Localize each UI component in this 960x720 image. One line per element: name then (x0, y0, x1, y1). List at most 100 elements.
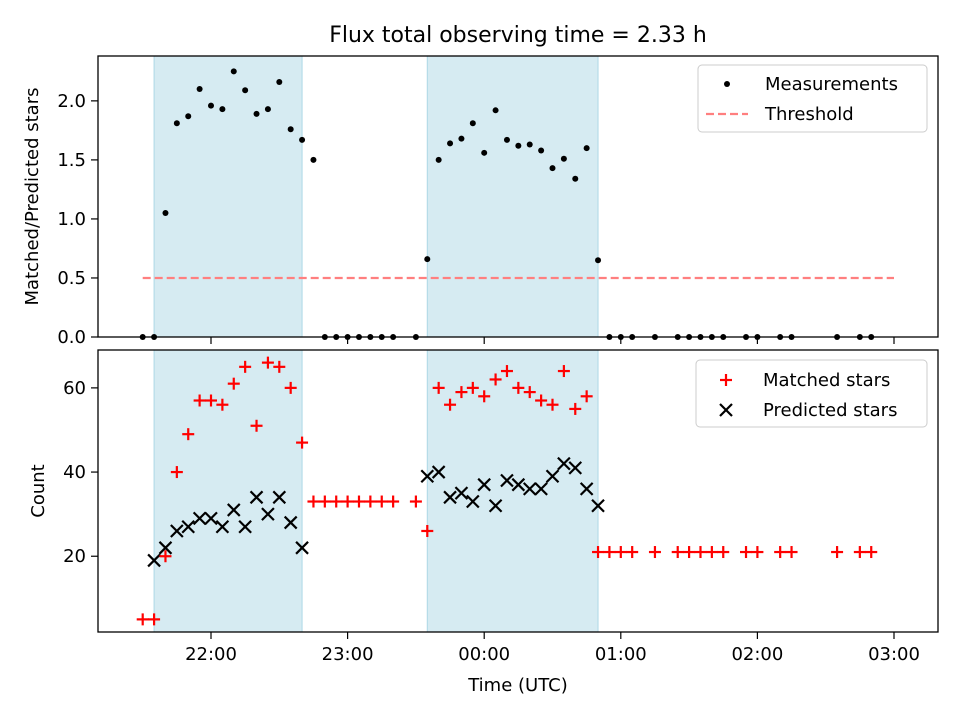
measurement-point (264, 106, 271, 113)
predicted-star-point (511, 477, 526, 492)
x-tick-label: 22:00 (185, 644, 237, 665)
matched-star-point (193, 394, 206, 407)
matched-star-point (409, 495, 422, 508)
count-legend: Matched stars Predicted stars (695, 359, 928, 428)
matched-star-point (261, 356, 274, 369)
marker-stroke (466, 494, 480, 509)
matched-star-point (318, 495, 331, 508)
marker-stroke (477, 477, 491, 492)
marker-stroke (579, 482, 594, 496)
measurement-point (435, 156, 442, 163)
measurement-point (549, 165, 556, 172)
matched-star-point (159, 550, 172, 563)
predicted-star-point (443, 490, 457, 505)
matched-star-point (307, 495, 320, 508)
marker-stroke (181, 519, 196, 534)
matched-star-point (239, 360, 252, 373)
matched-star-point (717, 546, 730, 559)
measurement-point (492, 107, 499, 114)
predicted-star-point (557, 456, 571, 471)
matched-star-point (364, 495, 377, 508)
count-panel-frame (97, 349, 939, 633)
predicted-star-point (466, 494, 480, 509)
matched-star-point (603, 546, 616, 559)
predicted-star-point (500, 473, 514, 488)
measurement-point (287, 126, 294, 133)
matched-star-point (512, 381, 525, 394)
matched-star-point (671, 546, 684, 559)
predicted-star-point (591, 498, 605, 513)
predicted-star-point (215, 519, 230, 534)
marker-stroke (283, 515, 298, 530)
predicted-star-point (488, 498, 503, 513)
observing-interval-band (153, 349, 303, 633)
marker-stroke (500, 473, 514, 488)
observing-interval-band (426, 349, 599, 633)
y-tick-label: 1.0 (57, 209, 86, 230)
measurement-point (560, 155, 567, 162)
x-axis-label: Time (UTC) (467, 675, 568, 696)
measurement-point (230, 68, 237, 75)
matched-star-point (751, 546, 764, 559)
matched-star-point (614, 546, 627, 559)
legend-matched-marker (720, 374, 732, 386)
predicted-star-point (568, 461, 583, 475)
predicted-star-point (534, 482, 548, 496)
matched-star-point (683, 546, 696, 559)
ratio-y-ticks: 0.0 0.5 1.0 1.5 2.0 (57, 91, 98, 348)
matched-star-point (421, 524, 434, 537)
matched-star-point (580, 390, 593, 403)
measurement-point (538, 147, 545, 154)
matched-star-point (853, 546, 866, 559)
matched-star-point (865, 546, 878, 559)
predicted-star-point (579, 482, 594, 496)
count-legend-box (695, 359, 928, 428)
marker-stroke (488, 498, 503, 513)
x-tick-label: 03:00 (868, 644, 920, 665)
matched-star-point (250, 419, 263, 432)
marker-stroke (215, 519, 230, 534)
matched-star-point (296, 436, 309, 449)
measurement-point (185, 113, 192, 120)
matched-star-point (785, 546, 798, 559)
legend-measurements-marker (724, 81, 730, 87)
marker-stroke (431, 465, 446, 479)
predicted-star-point (477, 477, 491, 492)
marker-stroke (261, 507, 275, 521)
marker-stroke (249, 490, 264, 505)
shaded-intervals (153, 55, 599, 338)
predicted-star-points (147, 456, 605, 568)
measurement-point (253, 110, 260, 117)
matched-star-point (592, 546, 605, 559)
matched-star-point (569, 402, 582, 415)
measurement-point (208, 102, 214, 109)
y-tick-label: 40 (63, 462, 86, 483)
matched-star-point (330, 495, 343, 508)
matched-star-point (626, 546, 639, 559)
x-tick-label: 01:00 (595, 644, 647, 665)
measurement-point (481, 149, 488, 156)
y-tick-label: 1.5 (57, 150, 86, 171)
matched-star-point (557, 365, 570, 378)
count-panel: 20 40 60 22:00 23:00 00:00 01:00 02:00 03:00 Co… (28, 349, 939, 696)
count-x-ticks: 22:00 23:00 00:00 01:00 02:00 03:00 (185, 632, 920, 665)
ratio-panel-frame (97, 55, 939, 338)
legend-threshold-label: Threshold (764, 104, 854, 125)
predicted-star-point (249, 490, 264, 505)
measurement-point (310, 156, 317, 163)
ratio-panel: 0.00.51.01.52.0 Matched/Predicted stars … (22, 55, 939, 348)
ratio-legend-box (697, 64, 928, 133)
marker-stroke (522, 482, 537, 496)
predicted-star-point (238, 519, 252, 534)
legend-matched-label: Matched stars (763, 370, 890, 391)
marker-stroke (557, 456, 571, 471)
matched-star-point (216, 398, 229, 411)
predicted-star-point (170, 524, 184, 538)
ratio-legend: Measurements Threshold (697, 64, 928, 133)
marker-stroke (158, 541, 173, 555)
shaded-intervals (153, 349, 599, 633)
measurement-point (424, 256, 431, 263)
y-tick-label: 0.5 (57, 268, 86, 289)
marker-stroke (226, 503, 241, 517)
